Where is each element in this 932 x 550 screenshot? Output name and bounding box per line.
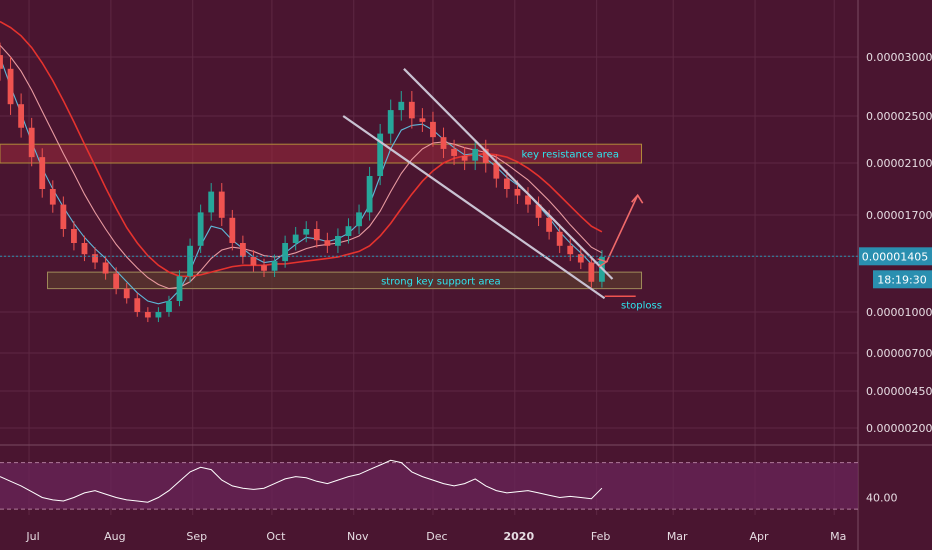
support-zone-label: strong key support area bbox=[381, 276, 501, 287]
x-tick-label: 2020 bbox=[503, 530, 534, 543]
candle-body bbox=[103, 263, 109, 274]
candle-body bbox=[441, 137, 447, 149]
y-tick-label: 0.00002100 bbox=[866, 157, 932, 170]
candle-body bbox=[60, 205, 66, 229]
candle-body bbox=[293, 235, 299, 243]
candle-body bbox=[71, 229, 77, 243]
y-tick-label: 0.00003000 bbox=[866, 51, 932, 64]
candle-body bbox=[219, 192, 225, 218]
candle-body bbox=[198, 212, 204, 245]
candle-body bbox=[124, 289, 130, 299]
candle-body bbox=[134, 298, 140, 312]
candle-body bbox=[567, 246, 573, 254]
candle-body bbox=[324, 240, 330, 246]
candle-body bbox=[388, 110, 394, 134]
candle-body bbox=[8, 69, 14, 104]
x-tick-label: Apr bbox=[750, 530, 770, 543]
x-tick-label: Sep bbox=[186, 530, 207, 543]
candle-body bbox=[451, 149, 457, 156]
candle-body bbox=[419, 118, 425, 122]
candle-body bbox=[29, 128, 35, 157]
candle-body bbox=[409, 102, 415, 119]
candle-body bbox=[335, 236, 341, 246]
y-tick-label: 0.00001700 bbox=[866, 209, 932, 222]
stoploss-label: stoploss bbox=[621, 300, 662, 311]
candle-body bbox=[398, 102, 404, 110]
rsi-band bbox=[0, 463, 858, 510]
candle-body bbox=[272, 261, 278, 271]
candle-body bbox=[546, 218, 552, 232]
y-tick-label: 0.00000200 bbox=[866, 422, 932, 435]
candle-body bbox=[515, 189, 521, 196]
candle-body bbox=[166, 301, 172, 312]
x-tick-label: Ma bbox=[830, 530, 846, 543]
support-zone bbox=[48, 272, 642, 289]
candle-body bbox=[251, 257, 257, 265]
candle-body bbox=[145, 312, 151, 317]
x-tick-label: Mar bbox=[667, 530, 688, 543]
candle-body bbox=[261, 265, 267, 271]
candle-body bbox=[113, 274, 119, 289]
candle-body bbox=[504, 179, 510, 189]
candle-body bbox=[240, 243, 246, 257]
x-tick-label: Jul bbox=[25, 530, 39, 543]
candle-body bbox=[314, 229, 320, 240]
current-price-label: 0.00001405 bbox=[862, 250, 928, 263]
candle-body bbox=[557, 232, 563, 246]
candle-body bbox=[208, 192, 214, 213]
candle-body bbox=[303, 229, 309, 235]
x-tick-label: Oct bbox=[266, 530, 286, 543]
countdown-label: 18:19:30 bbox=[877, 273, 926, 286]
candle-body bbox=[588, 263, 594, 282]
candle-body bbox=[229, 218, 235, 243]
candle-body bbox=[18, 104, 24, 128]
candle-body bbox=[39, 157, 45, 189]
candle-body bbox=[82, 243, 88, 254]
rsi-tick-label: 40.00 bbox=[866, 492, 898, 505]
y-tick-label: 0.00000700 bbox=[866, 347, 932, 360]
x-tick-label: Feb bbox=[591, 530, 610, 543]
candle-body bbox=[367, 176, 373, 212]
rsi-pane bbox=[0, 460, 858, 509]
resistance-zone-label: key resistance area bbox=[522, 150, 619, 161]
candle-body bbox=[92, 254, 98, 262]
y-tick-label: 0.00002500 bbox=[866, 110, 932, 123]
candle-body bbox=[356, 212, 362, 226]
y-tick-label: 0.00001000 bbox=[866, 306, 932, 319]
candle-body bbox=[462, 156, 468, 161]
x-tick-label: Nov bbox=[347, 530, 369, 543]
candle-body bbox=[0, 55, 3, 69]
candle-body bbox=[346, 226, 352, 236]
candle-body bbox=[430, 122, 436, 137]
candle-body bbox=[578, 254, 584, 262]
candle-body bbox=[177, 276, 183, 301]
x-tick-label: Aug bbox=[104, 530, 125, 543]
candle-body bbox=[50, 189, 56, 205]
candle-body bbox=[155, 312, 161, 317]
candle-body bbox=[472, 149, 478, 161]
y-tick-label: 0.00000450 bbox=[866, 385, 932, 398]
x-tick-label: Dec bbox=[426, 530, 447, 543]
candle-body bbox=[187, 246, 193, 276]
candle-body bbox=[282, 243, 288, 261]
